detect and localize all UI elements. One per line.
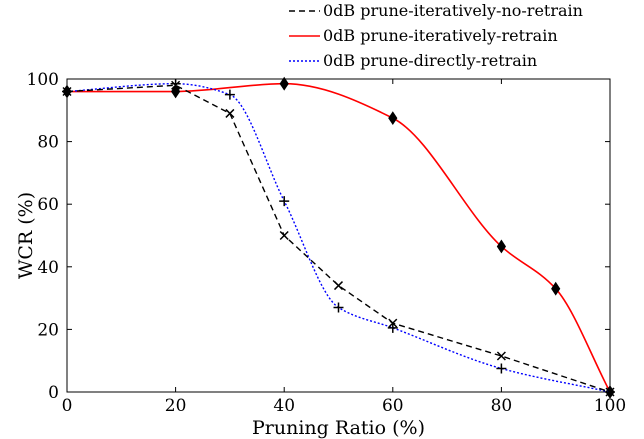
legend-entry: 0dB prune-directly-retrain <box>289 51 537 70</box>
data-point-marker <box>171 80 181 90</box>
legend-label: 0dB prune-directly-retrain <box>323 51 537 70</box>
x-tick-label: 0 <box>62 396 73 416</box>
ticks-layer: 0 20 40 60 80 100 0 20 40 60 80 100 <box>27 70 627 416</box>
series-1 <box>62 76 615 399</box>
series-line <box>67 82 611 393</box>
y-tick-label: 0 <box>48 383 59 403</box>
series-0 <box>62 80 615 397</box>
series-layer <box>62 76 615 399</box>
legend-label: 0dB prune-iteratively-no-retrain <box>323 1 583 20</box>
data-point-marker <box>170 84 181 99</box>
data-point-marker <box>224 89 235 100</box>
data-point-marker <box>333 302 344 313</box>
legend-label: 0dB prune-iteratively-retrain <box>323 26 558 45</box>
legend-entry: 0dB prune-iteratively-retrain <box>289 26 558 45</box>
y-tick-label: 20 <box>37 320 59 340</box>
data-point-marker <box>388 111 398 126</box>
data-point-marker <box>333 281 344 291</box>
data-point-marker <box>496 363 507 374</box>
data-point-marker <box>279 196 290 207</box>
data-point-marker <box>551 281 561 296</box>
x-tick-label: 20 <box>165 396 187 416</box>
x-axis-label: Pruning Ratio (%) <box>252 417 425 439</box>
plot-axes <box>66 78 611 393</box>
data-point-marker <box>388 318 398 328</box>
series-2 <box>62 78 615 397</box>
plot-frame <box>66 78 611 393</box>
data-point-marker <box>387 322 398 333</box>
x-tick-label: 100 <box>594 396 626 416</box>
series-line <box>66 82 611 393</box>
x-tick-label: 80 <box>491 396 513 416</box>
y-tick-label: 80 <box>37 133 59 153</box>
legend-entry: 0dB prune-iteratively-no-retrain <box>289 1 583 20</box>
y-axis-label: WCR (%) <box>15 192 37 279</box>
data-point-marker <box>496 351 506 361</box>
x-tick-label: 40 <box>273 396 295 416</box>
y-tick-label: 60 <box>37 195 59 215</box>
y-tick-label: 100 <box>27 70 59 90</box>
data-point-marker <box>279 230 289 241</box>
data-point-marker <box>225 108 235 118</box>
data-point-marker <box>496 239 507 254</box>
series-line <box>66 84 611 393</box>
data-point-marker <box>62 86 72 97</box>
y-tick-label: 40 <box>37 258 59 278</box>
legend: 0dB prune-iteratively-no-retrain 0dB prun… <box>289 1 583 70</box>
x-tick-label: 60 <box>382 396 404 416</box>
